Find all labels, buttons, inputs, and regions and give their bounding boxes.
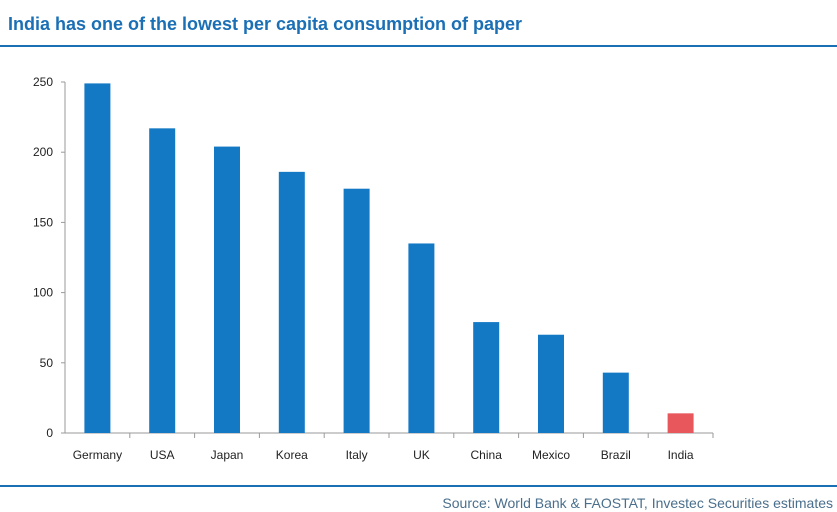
y-tick-label: 200 (33, 145, 53, 159)
y-tick-label: 100 (33, 286, 53, 300)
bar-korea (278, 171, 305, 433)
x-tick-label-india: India (668, 448, 694, 462)
x-tick-label-italy: Italy (346, 448, 368, 462)
y-tick-label: 150 (33, 215, 53, 229)
bar-japan (214, 146, 240, 434)
bar-india (667, 413, 694, 433)
x-tick-label-germany: Germany (73, 448, 122, 462)
bar-italy (343, 188, 370, 433)
footer-divider (0, 485, 837, 487)
bars (84, 83, 694, 434)
x-tick-label-korea: Korea (276, 448, 308, 462)
title-divider (0, 45, 837, 47)
y-ticks: 0 50 100 150 200 250 (33, 75, 65, 440)
x-tick-label-mexico: Mexico (532, 448, 570, 462)
source-note: Source: World Bank & FAOSTAT, Investec S… (442, 495, 833, 511)
y-tick-label: 250 (33, 75, 53, 89)
x-tick-label-uk: UK (413, 448, 430, 462)
x-tick-label-brazil: Brazil (601, 448, 631, 462)
bar-uk (408, 243, 435, 433)
bar-germany (84, 83, 111, 434)
y-tick-label: 50 (40, 356, 54, 370)
x-ticks: Germany USA Japan Korea Italy UK China Mexico Br… (73, 433, 714, 462)
bar-brazil (602, 372, 629, 433)
x-tick-label-china: China (471, 448, 503, 462)
x-tick-label-japan: Japan (211, 448, 244, 462)
x-tick-label-usa: USA (150, 448, 175, 462)
chart-title: India has one of the lowest per capita c… (8, 14, 523, 34)
bar-mexico (538, 334, 564, 433)
bar-china (473, 322, 500, 433)
bar-usa (149, 128, 176, 433)
y-tick-label: 0 (46, 426, 53, 440)
